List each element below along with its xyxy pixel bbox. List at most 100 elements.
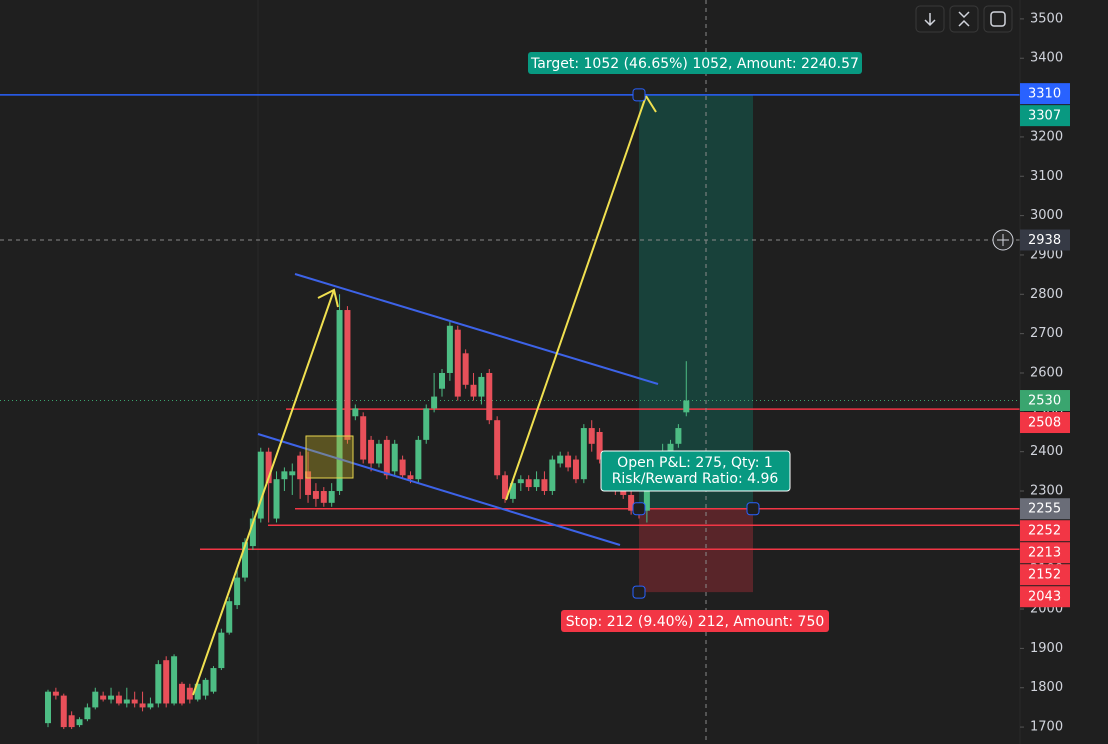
price-tag-label: 2255 xyxy=(1028,502,1061,517)
candle-body xyxy=(328,491,335,503)
candle-body xyxy=(131,699,138,704)
price-tag xyxy=(1020,105,1070,127)
candle-body xyxy=(52,691,59,696)
candle-body xyxy=(383,439,390,476)
candle-body xyxy=(572,459,579,480)
candle-body xyxy=(494,420,501,476)
label-text: Risk/Reward Ratio: 4.96 xyxy=(612,471,779,487)
candle-body xyxy=(289,471,296,476)
price-tag xyxy=(1020,390,1070,412)
price-tag-label: 2213 xyxy=(1028,546,1061,561)
level-layer xyxy=(0,94,1020,550)
candle-body xyxy=(305,471,312,495)
y-tick-label: 2800 xyxy=(1030,287,1063,302)
candle-body xyxy=(462,353,469,385)
candle-body xyxy=(375,443,382,464)
price-tag xyxy=(1020,412,1070,434)
candle-body xyxy=(643,487,650,511)
candle-body xyxy=(565,455,572,468)
candle-body xyxy=(210,668,217,692)
handle xyxy=(746,502,760,516)
candle-body xyxy=(218,632,225,669)
candle-body xyxy=(517,479,524,484)
toolbar xyxy=(915,5,1014,251)
candle-body xyxy=(100,695,107,700)
candle-body xyxy=(344,310,351,440)
label-text: Stop: 212 (9.40%) 212, Amount: 750 xyxy=(566,614,825,630)
candle-body xyxy=(60,695,67,728)
candle-body xyxy=(92,691,99,708)
icon xyxy=(958,11,970,27)
candle-body xyxy=(596,432,603,460)
highlight-box xyxy=(305,435,354,479)
price-tag xyxy=(1020,229,1070,251)
price-axis: 1700180019002000210022002300240025002600… xyxy=(1019,0,1070,744)
price-tag xyxy=(1020,564,1070,586)
price-tag xyxy=(1020,498,1070,520)
candle-body xyxy=(139,703,146,708)
candle-body xyxy=(257,451,264,519)
candle-body xyxy=(525,479,532,488)
candle-body xyxy=(486,372,493,421)
candle-body xyxy=(628,494,635,511)
candle-body xyxy=(178,683,185,704)
candle-layer xyxy=(45,294,690,730)
position-layer xyxy=(639,94,753,593)
price-tag xyxy=(1020,586,1070,608)
candle-body xyxy=(557,455,564,464)
icon xyxy=(924,13,936,27)
y-tick-label: 3100 xyxy=(1030,169,1063,184)
trend-line xyxy=(257,433,621,546)
candle-body xyxy=(108,695,115,700)
price-tag-label: 2252 xyxy=(1028,524,1061,539)
y-tick-label: 2700 xyxy=(1030,326,1063,341)
candle-body xyxy=(336,310,343,492)
fullscreen-button[interactable] xyxy=(983,5,1013,33)
label-box xyxy=(600,450,791,492)
collapse-button[interactable] xyxy=(949,5,979,33)
price-tag-label: 2043 xyxy=(1028,590,1061,605)
candle-body xyxy=(194,683,201,700)
price-tag xyxy=(1020,520,1070,542)
candle-body xyxy=(533,479,540,488)
candle-body xyxy=(186,687,193,700)
arrow-head xyxy=(645,95,657,113)
profit-zone xyxy=(639,94,753,509)
candle-body xyxy=(171,656,178,704)
candle-body xyxy=(431,396,438,409)
arrow xyxy=(192,289,335,696)
handle xyxy=(632,585,646,599)
price-tag-label: 2152 xyxy=(1028,568,1061,583)
candle-body xyxy=(423,408,430,440)
y-tick-label: 2900 xyxy=(1030,247,1063,262)
drawings xyxy=(192,0,707,744)
price-tag-label: 2938 xyxy=(1028,233,1061,248)
candle-body xyxy=(439,372,445,389)
candle-body xyxy=(249,518,256,547)
label-text: Open P&L: 275, Qty: 1 xyxy=(617,455,773,471)
candle-body xyxy=(588,428,595,444)
trend-line xyxy=(294,273,659,385)
y-tick-label: 1900 xyxy=(1030,641,1063,656)
price-tag xyxy=(1020,83,1070,105)
candle-body xyxy=(683,400,690,413)
candle-body xyxy=(163,660,170,704)
candle-body xyxy=(84,707,91,720)
candle-body xyxy=(360,416,367,460)
candle-body xyxy=(312,491,319,499)
candle-body xyxy=(265,451,272,484)
arrow xyxy=(505,95,647,501)
candle-body xyxy=(76,719,83,726)
candle-body xyxy=(399,459,406,476)
y-tick-label: 3400 xyxy=(1030,51,1063,66)
handle xyxy=(632,502,646,516)
candle-body xyxy=(667,443,674,452)
candle-body xyxy=(68,715,75,728)
candle-body xyxy=(391,443,398,472)
candle-body xyxy=(155,664,162,704)
candle-body xyxy=(202,679,209,696)
candle-body xyxy=(549,459,556,492)
handle xyxy=(632,88,646,102)
